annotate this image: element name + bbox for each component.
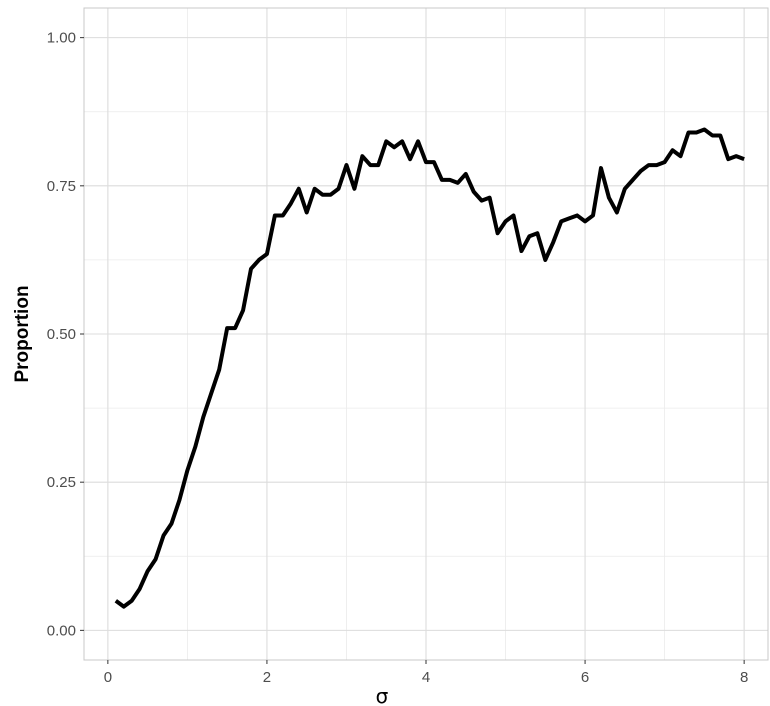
x-axis-title: σ (376, 684, 389, 706)
y-tick-label: 0.50 (47, 326, 76, 343)
x-axis-ticks: 0 2 4 6 8 (104, 660, 748, 686)
x-tick-label: 4 (422, 669, 430, 686)
x-tick-label: 6 (581, 669, 589, 686)
y-axis-ticks: 0.00 0.25 0.50 0.75 1.00 (47, 30, 84, 639)
y-tick-label: 0.75 (47, 178, 76, 195)
x-tick-label: 8 (740, 669, 748, 686)
series-layer (114, 127, 745, 609)
major-grid (84, 8, 768, 660)
series-line (114, 127, 745, 609)
y-axis-title: Proportion (12, 285, 33, 382)
x-tick-label: 0 (104, 669, 112, 686)
x-tick-label: 2 (263, 669, 271, 686)
y-tick-label: 0.25 (47, 474, 76, 491)
y-tick-label: 0.00 (47, 622, 76, 639)
y-tick-label: 1.00 (47, 30, 76, 47)
